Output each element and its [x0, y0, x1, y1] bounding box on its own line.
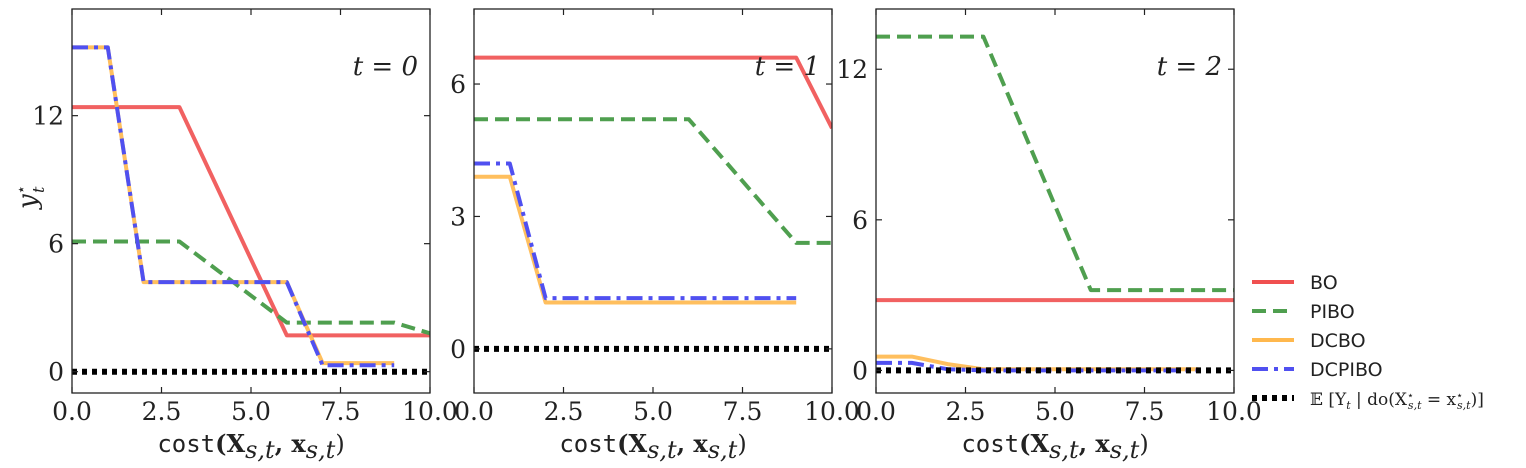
x-tick-label: 10.0: [402, 397, 458, 426]
y-tick-label: 12: [836, 55, 868, 84]
x-axis-label: cost(Xs,t, xs,t): [961, 429, 1148, 464]
x-tick-label: 7.5: [1125, 397, 1165, 426]
y-tick-label: 0: [48, 358, 64, 387]
series-line-pibo: [72, 239, 430, 336]
series-line-dcbo: [876, 354, 1199, 372]
y-tick-label: 0: [852, 356, 868, 385]
y-tick-label: 6: [852, 206, 868, 235]
x-tick-label: 0.0: [52, 397, 92, 426]
series-line-dcpibo: [72, 45, 395, 368]
x-tick-label: 5.0: [1035, 397, 1075, 426]
legend-item-dcbo: DCBO: [1252, 330, 1366, 352]
panel-title: t = 1: [755, 52, 820, 82]
legend-item-pibo: PIBO: [1252, 301, 1355, 323]
x-tick-label: 2.5: [544, 397, 584, 426]
x-tick-label: 5.0: [231, 397, 271, 426]
panel-title: t = 2: [1157, 52, 1222, 82]
series-line-bo: [474, 55, 832, 130]
legend-label: BO: [1310, 272, 1338, 294]
legend: BO PIBO DCBO DCPIBO 𝔼 [Yt | do(X⋆ s,t = x⋆ s,t…: [1252, 272, 1484, 412]
legend-item-dcpibo: DCPIBO: [1252, 359, 1383, 381]
x-tick-label: 7.5: [321, 397, 361, 426]
y-axis-label: y⋆t: [12, 185, 48, 210]
x-axis-label: cost(Xs,t, xs,t): [559, 429, 746, 464]
y-tick-label: 3: [450, 202, 466, 231]
legend-label: DCBO: [1310, 330, 1366, 352]
series-line-bo: [72, 105, 430, 338]
panel-2: 0.0 2.5 5.0 7.5 10.0 0 6 12 t = 2 cost(Xs,t, xs,t…: [836, 8, 1262, 464]
series-line-dcbo: [72, 45, 395, 366]
series-line-pibo: [876, 34, 1234, 293]
legend-item-bo: BO: [1252, 272, 1338, 294]
series-line-dcpibo: [474, 161, 797, 301]
x-tick-label: 10.0: [1206, 397, 1262, 426]
legend-label: 𝔼 [Yt | do(X⋆ s,t = x⋆ s,t)]: [1310, 389, 1484, 412]
legend-item-exp: 𝔼 [Yt | do(X⋆ s,t = x⋆ s,t)]: [1252, 389, 1484, 412]
series-line-dcbo: [474, 174, 797, 305]
x-tick-label: 2.5: [946, 397, 986, 426]
x-axis-label: cost(Xs,t, xs,t): [157, 429, 344, 464]
legend-label: DCPIBO: [1310, 359, 1383, 381]
x-tick-label: 10.0: [804, 397, 860, 426]
y-tick-label: 6: [48, 230, 64, 259]
x-tick-label: 0.0: [454, 397, 494, 426]
panel-title: t = 0: [353, 52, 418, 82]
panel-0: 0.0 2.5 5.0 7.5 10.0 0 6 12 t = 0 cost(Xs,t, xs,t…: [12, 8, 458, 464]
x-tick-label: 5.0: [633, 397, 673, 426]
panel-1: 0.0 2.5 5.0 7.5 10.0 0 3 6 t = 1 cost(Xs,t, xs,t): [450, 8, 860, 464]
y-tick-label: 12: [32, 102, 64, 131]
x-tick-label: 7.5: [723, 397, 763, 426]
x-tick-label: 2.5: [142, 397, 182, 426]
y-tick-label: 6: [450, 70, 466, 99]
series-line-pibo: [474, 117, 832, 245]
x-tick-label: 0.0: [856, 397, 896, 426]
y-tick-label: 0: [450, 335, 466, 364]
legend-label: PIBO: [1310, 301, 1355, 323]
